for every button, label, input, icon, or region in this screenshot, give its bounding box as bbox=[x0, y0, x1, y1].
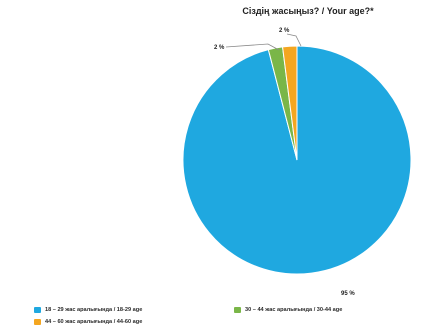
legend-item-3: 44 – 60 жас аралығында / 44-60 age bbox=[34, 319, 142, 325]
legend-item-1: 18 – 29 жас аралығында / 18-29 age bbox=[34, 307, 142, 313]
legend-label: 18 – 29 жас аралығында / 18-29 age bbox=[45, 307, 143, 313]
data-label-1: 95 % bbox=[341, 291, 355, 297]
legend-label: 30 – 44 жас аралығында / 30-44 age bbox=[245, 307, 343, 313]
legend-label: 44 – 60 жас аралығында / 44-60 age bbox=[45, 319, 143, 325]
leader-line-2 bbox=[225, 43, 280, 51]
legend-item-2: 30 – 44 жас аралығында / 30-44 age bbox=[234, 307, 342, 313]
pie-chart: 95 % 2 % 2 % bbox=[182, 28, 412, 297]
chart-title: Сіздің жасыңыз? / Your age?* bbox=[242, 6, 374, 16]
legend-swatch bbox=[34, 307, 41, 313]
data-label-2: 2 % bbox=[214, 45, 225, 51]
data-label-3: 2 % bbox=[279, 28, 290, 34]
pie-slice-3 bbox=[282, 45, 298, 161]
legend-swatch bbox=[34, 319, 41, 325]
leader-line-3 bbox=[286, 33, 302, 47]
legend-swatch bbox=[234, 307, 241, 313]
